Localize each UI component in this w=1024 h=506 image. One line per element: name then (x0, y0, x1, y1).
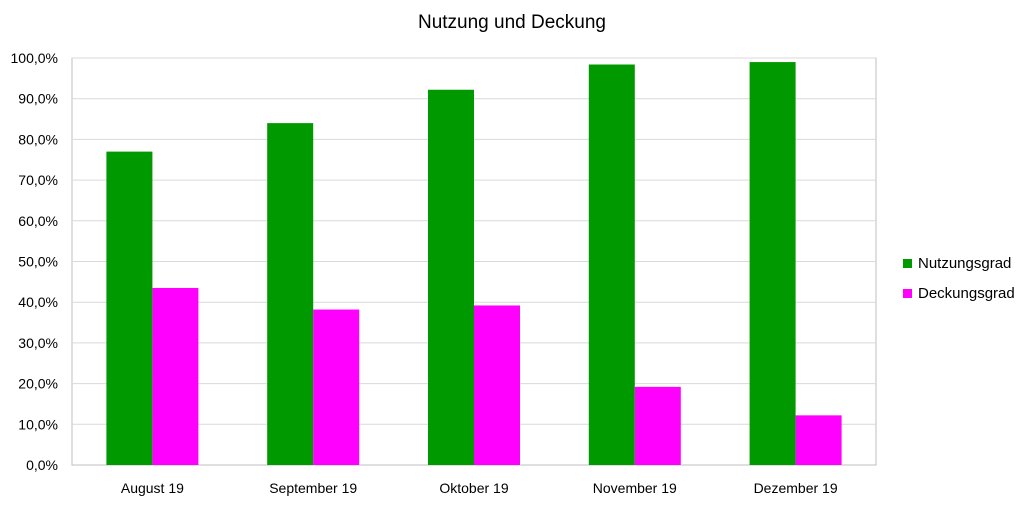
y-tick-label: 40,0% (18, 294, 58, 310)
chart-title: Nutzung und Deckung (417, 12, 606, 33)
x-tick-label: August 19 (121, 480, 184, 496)
y-tick-label: 100,0% (11, 50, 58, 66)
y-tick-label: 70,0% (18, 172, 58, 188)
bar-deckungsgrad-2 (474, 305, 520, 465)
x-tick-label: Dezember 19 (754, 480, 838, 496)
bar-deckungsgrad-3 (634, 386, 681, 465)
y-tick-label: 20,0% (18, 376, 58, 392)
legend: Nutzungsgrad Deckungsgrad (903, 248, 1015, 308)
legend-swatch-deckungsgrad (903, 288, 912, 298)
y-tick-label: 50,0% (18, 254, 58, 270)
y-tick-label: 10,0% (18, 416, 58, 432)
legend-item-nutzungsgrad: Nutzungsgrad (903, 248, 1015, 278)
y-tick-label: 0,0% (26, 457, 58, 473)
bar-nutzungsgrad-3 (588, 64, 635, 466)
y-tick-label: 90,0% (18, 91, 58, 107)
y-tick-label: 80,0% (18, 131, 58, 147)
bar-deckungsgrad-0 (152, 287, 199, 465)
bar-deckungsgrad-4 (795, 415, 842, 465)
legend-swatch-nutzungsgrad (903, 258, 912, 268)
x-tick-label: September 19 (269, 480, 357, 496)
x-tick-label: November 19 (593, 480, 677, 496)
y-tick-label: 30,0% (18, 335, 58, 351)
y-tick-label: 60,0% (18, 213, 58, 229)
legend-label-deckungsgrad: Deckungsgrad (918, 284, 1015, 302)
legend-item-deckungsgrad: Deckungsgrad (903, 278, 1015, 308)
bar-deckungsgrad-1 (313, 309, 360, 465)
x-tick-label: Oktober 19 (439, 480, 508, 496)
bar-nutzungsgrad-1 (267, 123, 314, 466)
bar-nutzungsgrad-4 (749, 62, 796, 465)
legend-label-nutzungsgrad: Nutzungsgrad (918, 254, 1012, 272)
bar-nutzungsgrad-0 (106, 151, 153, 466)
bar-nutzungsgrad-2 (428, 89, 474, 465)
